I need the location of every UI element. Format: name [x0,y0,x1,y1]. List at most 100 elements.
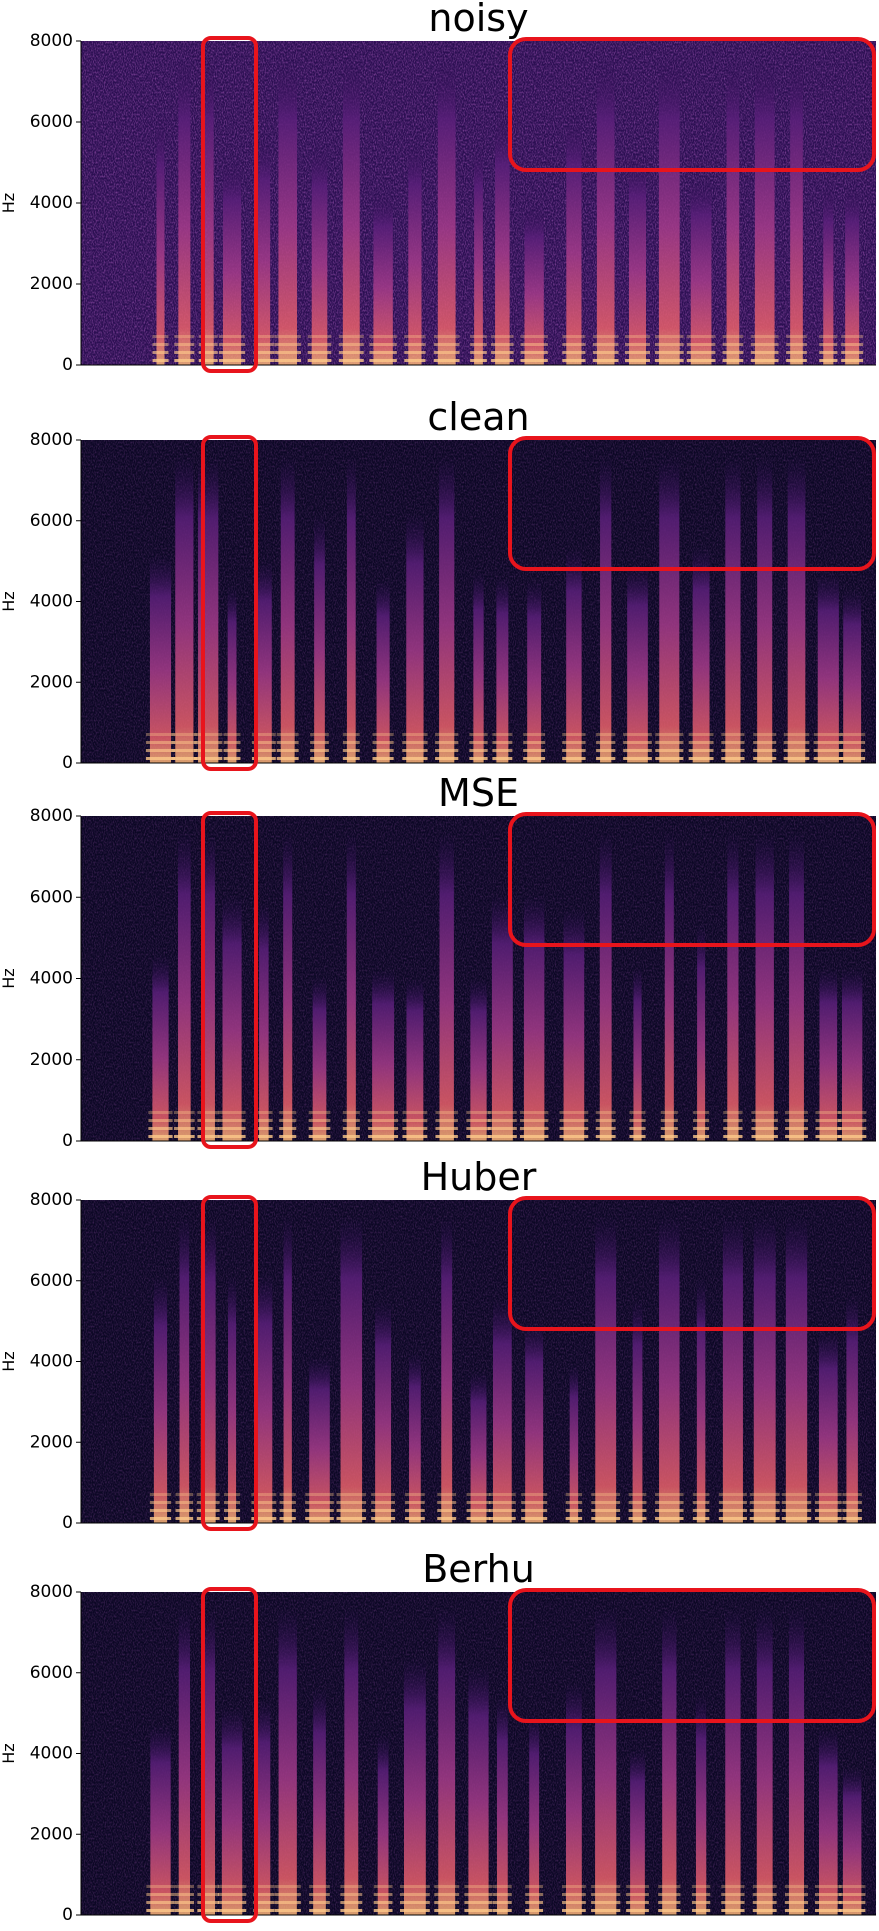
harmonic-band [174,351,195,354]
harmonic-band [785,1127,808,1130]
harmonic-band [404,343,426,346]
harmonic-band [198,343,218,346]
harmonic-band [626,1885,649,1888]
harmonic-band [721,1893,745,1896]
y-tick-label: 4000 [30,969,73,989]
harmonic-band [217,1909,247,1912]
harmonic-band [815,1885,842,1888]
harmonic-band [784,1909,809,1912]
harmonic-band [837,1119,867,1122]
harmonic-band [174,1893,194,1896]
harmonic-band [340,1893,363,1896]
y-tick-label: 6000 [30,1271,73,1291]
harmonic-band [336,1501,367,1504]
highlight-box [508,436,876,571]
y-tick-label: 0 [62,1513,73,1533]
harmonic-band [400,1885,430,1888]
harmonic-band [626,1909,649,1912]
spectrogram-panel [81,440,876,763]
harmonic-band [718,1501,747,1504]
spectrogram-stripe [789,832,804,1141]
harmonic-band [839,757,866,760]
harmonic-band [722,335,744,338]
harmonic-band [841,351,864,354]
harmonic-band [310,741,329,744]
harmonic-band [251,1517,277,1520]
spectrogram-stripe [496,576,509,763]
harmonic-band [837,1135,867,1138]
harmonic-band [279,1501,296,1504]
harmonic-band [842,1509,862,1512]
harmonic-band [562,335,586,338]
harmonic-band [276,733,299,736]
harmonic-band [276,757,299,760]
spectrogram-stripe [255,560,272,763]
harmonic-band [815,1901,842,1904]
harmonic-band [340,1909,363,1912]
harmonic-band [781,1509,812,1512]
harmonic-band [174,343,195,346]
harmonic-band [562,749,586,752]
spectrogram-stripe [696,1277,706,1523]
harmonic-band [562,733,586,736]
harmonic-band [491,359,514,362]
harmonic-band [814,1493,842,1496]
harmonic-band [372,733,394,736]
harmonic-band [626,1893,649,1896]
harmonic-band [464,1901,493,1904]
spectrogram-stripe [566,114,582,365]
harmonic-band [435,1119,458,1122]
y-tick-label: 0 [62,1905,73,1925]
harmonic-band [174,1119,195,1122]
harmonic-band [815,1127,842,1130]
spectrogram-stripe [787,456,806,763]
harmonic-band [340,1901,363,1904]
harmonic-band [368,1127,399,1130]
harmonic-band [523,741,546,744]
harmonic-band [521,1517,548,1520]
harmonic-band [786,335,807,338]
harmonic-band [174,1135,195,1138]
spectrogram-stripe [496,1696,508,1915]
harmonic-band [815,1909,842,1912]
harmonic-band [559,1127,589,1130]
harmonic-band [520,359,548,362]
harmonic-band [310,749,329,752]
harmonic-band [658,1901,681,1904]
harmonic-band [194,741,223,744]
spectrogram-stripe [788,1608,805,1915]
harmonic-band [784,1885,809,1888]
harmonic-band [629,1111,646,1114]
spectrogram-stripe [727,832,739,1141]
harmonic-band [813,741,843,744]
harmonic-band [274,335,301,338]
harmonic-band [405,1501,425,1504]
harmonic-band [722,343,744,346]
harmonic-band [434,1901,460,1904]
harmonic-band [660,1119,678,1122]
harmonic-band [692,1493,710,1496]
harmonic-band [813,733,843,736]
harmonic-band [198,351,218,354]
harmonic-band [624,359,651,362]
harmonic-band [819,359,838,362]
harmonic-band [255,1127,273,1130]
harmonic-band [308,1127,331,1130]
harmonic-band [152,359,169,362]
harmonic-band [175,1501,194,1504]
harmonic-band [435,1127,458,1130]
harmonic-band [595,1111,616,1114]
harmonic-band [591,1517,621,1520]
harmonic-band [562,351,586,354]
y-tick-label: 2000 [30,274,73,294]
spectrogram-stripe [178,832,191,1141]
highlight-box [201,1195,258,1531]
harmonic-band [198,335,218,338]
spectrogram-stripe [228,1274,237,1523]
harmonic-band [751,1111,778,1114]
harmonic-band [655,757,684,760]
spectrogram-stripe [819,967,838,1141]
spectrogram-stripe [179,1216,190,1523]
harmonic-band [197,1909,220,1912]
